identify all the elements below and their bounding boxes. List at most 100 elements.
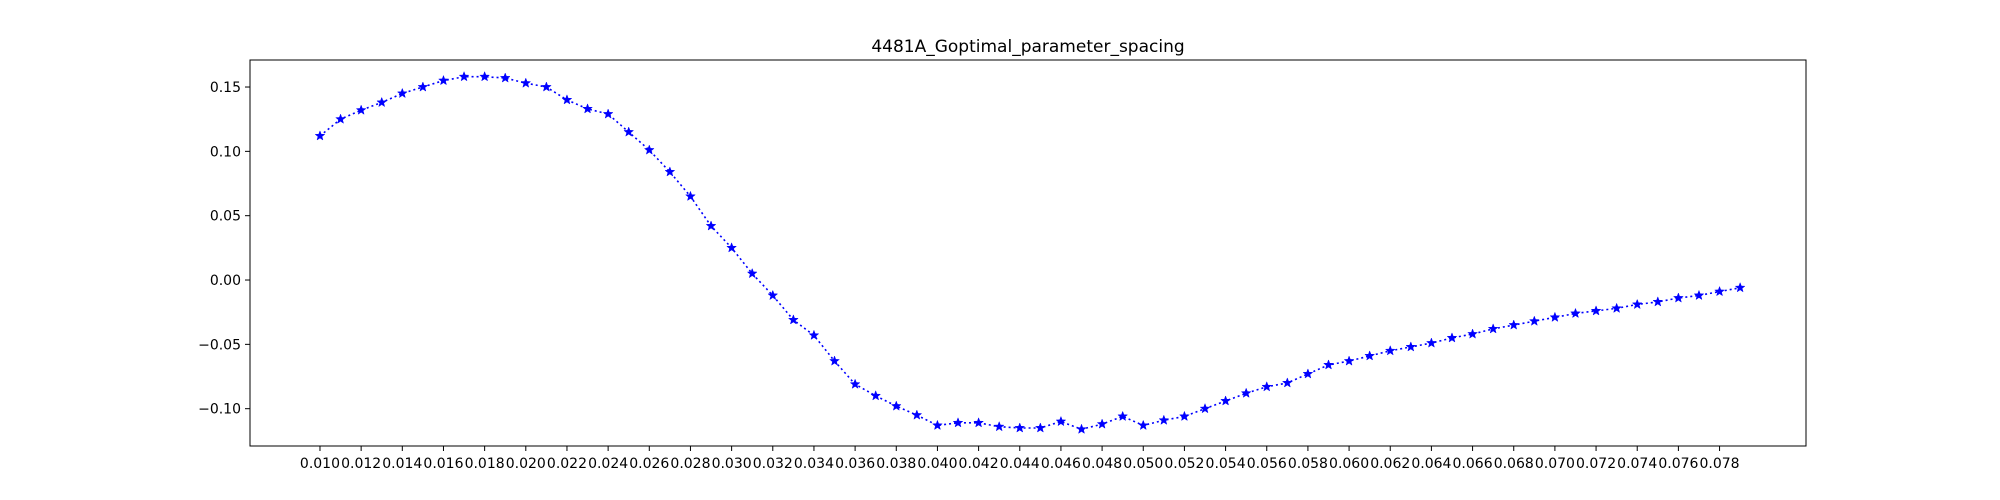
x-tick-label: 0.074 [1617,456,1657,472]
data-point [1467,328,1479,339]
data-point [1487,323,1499,334]
data-point [1281,377,1293,388]
x-tick-label: 0.014 [382,456,422,472]
data-point [643,144,655,155]
x-tick-label: 0.046 [1041,456,1081,472]
data-point [396,87,408,99]
plot-frame [249,59,1807,447]
data-point [1734,282,1746,293]
data-point [787,314,799,325]
x-tick-label: 0.012 [341,456,381,472]
x-tick-label: 0.018 [465,456,505,472]
data-point [499,72,511,83]
data-point [540,81,552,92]
data-point [890,400,902,411]
data-point [1611,302,1623,313]
data-point [1323,359,1334,370]
data-point [1590,305,1602,316]
data-point [849,378,861,389]
x-tick-label: 0.064 [1411,456,1451,472]
x-tick-label: 0.054 [1206,456,1246,472]
y-tick-label: 0.00 [210,273,241,289]
data-point [932,419,943,431]
data-point [1137,419,1149,431]
data-point [417,81,429,92]
x-tick-label: 0.076 [1658,456,1698,472]
x-tick-label: 0.056 [1247,456,1287,472]
data-point [1343,355,1355,366]
x-tick-label: 0.072 [1576,456,1616,472]
data-point [1631,298,1643,310]
data-point [602,108,614,119]
x-tick-label: 0.058 [1288,456,1328,472]
x-tick-label: 0.026 [629,456,669,472]
series-group [314,71,1746,434]
x-tick-label: 0.036 [835,456,875,472]
data-point [1446,332,1458,343]
data-point [1549,311,1561,322]
data-point [1178,410,1190,422]
data-point [767,289,779,301]
data-point [1570,307,1581,319]
data-point [623,126,635,137]
x-tick-label: 0.050 [1123,456,1163,472]
data-point [1220,395,1232,406]
data-point [582,103,593,114]
data-point [1528,315,1540,326]
data-point [1014,422,1026,433]
data-point [335,113,346,124]
data-point [685,190,696,202]
x-tick-label: 0.040 [917,456,957,472]
data-point [1508,319,1520,330]
data-point [870,390,882,401]
x-tick-label: 0.032 [753,456,793,472]
x-tick-label: 0.034 [794,456,834,472]
data-point [746,267,758,279]
data-point [952,417,964,428]
data-point [1076,423,1087,434]
data-point [376,96,388,108]
x-tick-label: 0.024 [588,456,628,472]
data-point [1034,422,1046,433]
data-point [355,104,367,115]
data-point [1405,341,1417,352]
data-point [808,329,820,340]
data-point [1652,296,1664,307]
x-tick-label: 0.066 [1453,456,1493,472]
data-point [458,71,470,82]
y-tick-label: −0.10 [198,402,241,418]
data-point [1261,381,1273,392]
data-point [1117,410,1129,422]
series-line [319,75,1741,431]
data-point [1302,368,1314,379]
data-point [973,417,985,428]
data-point [1714,285,1725,297]
y-tick-label: 0.15 [210,80,241,96]
data-point [561,94,573,105]
data-point [1693,289,1705,301]
y-tick-label: 0.05 [210,209,241,225]
data-point [1425,337,1437,348]
data-point [1364,350,1376,361]
data-point [1384,345,1396,356]
x-tick-label: 0.022 [547,456,587,472]
data-point [1096,418,1108,429]
x-tick-label: 0.078 [1700,456,1740,472]
data-point [1672,292,1684,303]
x-tick-label: 0.016 [423,456,463,472]
data-point [479,71,491,82]
x-tick-label: 0.044 [1000,456,1040,472]
data-point [911,409,923,420]
x-tick-label: 0.038 [876,456,916,472]
x-tick-label: 0.028 [670,456,710,472]
x-tick-label: 0.062 [1370,456,1410,472]
axes: 0.010 0.012 0.014 0.016 0.018 0.020 0.022 0.024… [198,80,1740,472]
data-point [1055,415,1067,427]
data-point [705,220,717,231]
data-point [520,77,532,88]
y-tick-label: −0.05 [198,337,241,353]
data-point [993,420,1005,432]
x-tick-label: 0.070 [1535,456,1575,472]
y-tick-label: 0.10 [210,144,241,160]
x-tick-label: 0.010 [300,456,340,472]
